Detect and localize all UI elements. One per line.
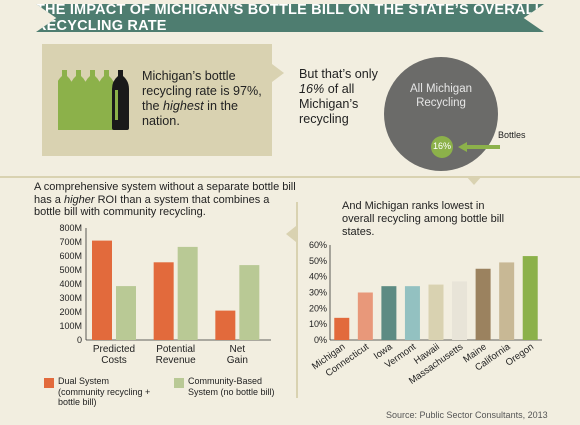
legend-swatch-dual [44,378,54,388]
bar [428,284,444,340]
bar [215,310,236,340]
top.box_text-segment: Michigan’s bottle recycling rate is 97%,… [142,69,262,113]
bottles-share-label: 16% [432,141,451,151]
y-tick-label: 100M [59,321,82,331]
bar [153,262,174,340]
y-tick-label: 0 [77,335,82,345]
y-tick-label: 10% [309,319,327,329]
bottles-icon [58,70,129,130]
callout-arrow [272,64,284,82]
bar [381,286,397,340]
roi-bar-chart: 0 100M 200M 300M 400M 500M 600M 700M 800M Predict… [59,223,271,366]
arrow-icon [458,142,500,152]
bar [239,265,260,340]
legend-label-community: Community-Based System (no bottle bill) [188,376,275,397]
legend-swatch-community [174,378,184,388]
bar [475,268,491,340]
divider-notch-left [286,226,296,242]
y-tick-label: 50% [309,256,327,266]
x-tick-label: Net [230,344,246,355]
left_title-segment: ROI than a system that combines a bottle… [34,193,270,219]
top.mid_text-segment: But that’s only [299,67,378,81]
page-title: THE IMPACT OF MICHIGAN’S BOTTLE BILL ON … [36,2,544,34]
bar [357,292,373,340]
bottle-icon [58,70,73,130]
y-tick-label: 60% [309,240,327,250]
bar [522,256,538,340]
left_title-segment: higher [63,193,95,206]
bottle-icon [70,70,87,130]
section-divider [0,176,580,178]
share-text: But that’s only 16% of all Michigan’s re… [299,67,399,127]
title-banner: THE IMPACT OF MICHIGAN’S BOTTLE BILL ON … [0,0,580,36]
title-ribbon: THE IMPACT OF MICHIGAN’S BOTTLE BILL ON … [36,4,544,32]
top.mid_text-segment: of all Michigan’s recycling [299,82,359,126]
bar [499,262,515,340]
y-tick-label: 30% [309,288,327,298]
bottle-icon [84,70,101,130]
column-divider [296,202,298,398]
x-tick-label: Potential [156,344,195,355]
all-recycling-label: All Michigan Recycling [410,83,472,109]
bottles-label: Bottles [498,130,526,140]
bar [177,246,198,340]
bottle-rate-text: Michigan’s bottle recycling rate is 97%,… [142,69,267,129]
bottles-share-circle [431,136,453,158]
x-tick-label: Costs [101,355,127,366]
bottle-icon [112,70,129,130]
top.mid_text-segment: 16% [299,82,325,96]
y-tick-label: 40% [309,272,327,282]
top.box_text-segment: highest [163,99,204,113]
y-tick-label: 800M [59,223,82,233]
y-tick-label: 20% [309,303,327,313]
y-tick-label: 400M [59,279,82,289]
y-tick-label: 200M [59,307,82,317]
divider-notch [466,176,482,185]
bar [452,281,468,340]
bar [92,240,112,340]
bottle-icon [98,70,115,130]
x-tick-label: Revenue [156,355,196,366]
y-tick-label: 700M [59,237,82,247]
bar [404,286,420,340]
bar [334,317,350,340]
top.box_text-segment: in the nation. [142,99,238,128]
left_title-segment: A comprehensive system without a separat… [34,181,296,206]
state-chart-title: And Michigan ranks lowest in overall rec… [342,200,505,238]
y-tick-label: 300M [59,293,82,303]
x-tick-label: Predicted [93,344,135,355]
roi-chart-title: A comprehensive system without a separat… [34,181,296,219]
y-tick-label: 500M [59,265,82,275]
x-tick-label: Gain [227,355,248,366]
legend-label-dual: Dual System (community recycling + bottl… [58,376,151,407]
y-tick-label: 0% [314,335,327,345]
bar [116,286,136,340]
y-tick-label: 600M [59,251,82,261]
source-note: Source: Public Sector Consultants, 2013 [386,410,548,420]
